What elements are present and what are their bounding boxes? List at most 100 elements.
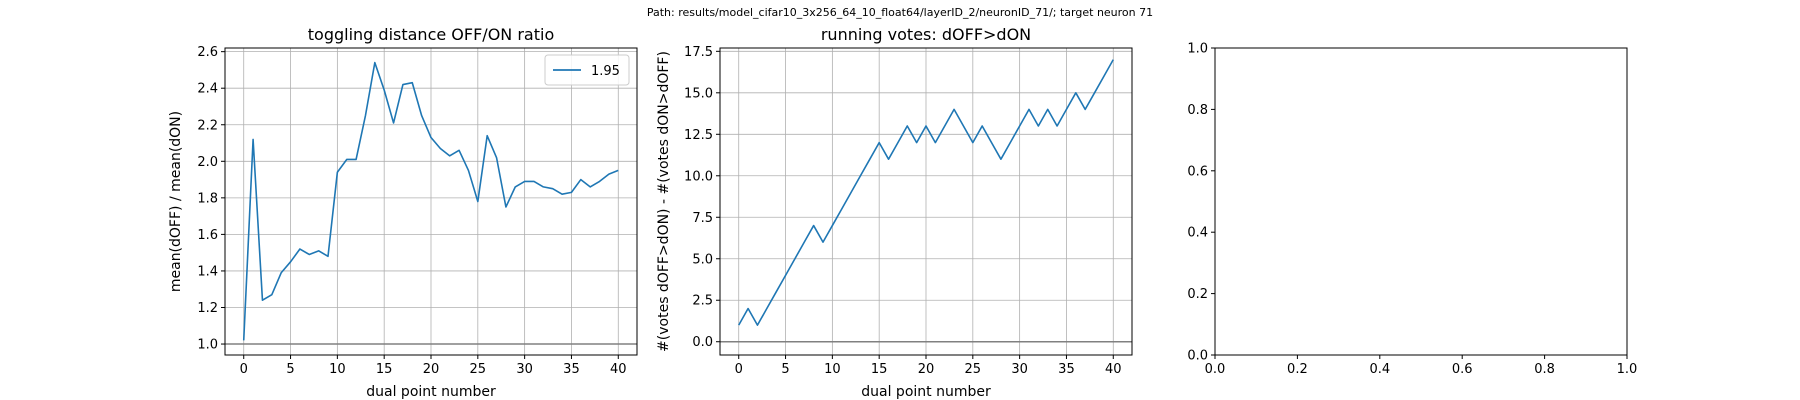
data-point xyxy=(972,141,974,143)
x-axis-label: dual point number xyxy=(861,384,991,400)
data-point xyxy=(1112,58,1114,60)
chart-title: toggling distance OFF/ON ratio xyxy=(308,25,554,44)
y-tick-label: 0.6 xyxy=(1187,164,1208,179)
data-point xyxy=(1000,158,1002,160)
data-point xyxy=(1075,92,1077,94)
data-point xyxy=(944,125,946,127)
data-point xyxy=(552,188,554,190)
x-tick-label: 0.4 xyxy=(1369,362,1390,377)
data-point xyxy=(915,141,917,143)
x-tick-label: 0.8 xyxy=(1534,362,1555,377)
x-tick-label: 10 xyxy=(329,362,346,377)
data-point xyxy=(897,141,899,143)
data-point xyxy=(420,114,422,116)
data-point xyxy=(756,324,758,326)
data-point xyxy=(925,125,927,127)
data-point xyxy=(542,186,544,188)
x-tick-label: 10 xyxy=(824,362,841,377)
data-point xyxy=(271,293,273,295)
x-tick-label: 30 xyxy=(1011,362,1028,377)
data-point xyxy=(243,339,245,341)
data-point xyxy=(747,307,749,309)
y-tick-label: 1.0 xyxy=(197,338,218,353)
data-point xyxy=(495,156,497,158)
data-point xyxy=(570,191,572,193)
x-tick-label: 0 xyxy=(240,362,248,377)
data-point xyxy=(831,224,833,226)
x-tick-label: 35 xyxy=(1058,362,1075,377)
x-tick-label: 15 xyxy=(376,362,393,377)
data-point xyxy=(775,291,777,293)
data-point xyxy=(327,255,329,257)
legend-label: 1.95 xyxy=(591,64,620,79)
data-point xyxy=(533,180,535,182)
data-point xyxy=(887,158,889,160)
y-tick-label: 5.0 xyxy=(692,252,713,267)
y-tick-label: 0.4 xyxy=(1187,226,1208,241)
y-tick-label: 0.0 xyxy=(1187,349,1208,364)
data-point xyxy=(981,125,983,127)
series-line-1 xyxy=(242,61,619,341)
data-point xyxy=(486,135,488,137)
data-point xyxy=(458,149,460,151)
data-point xyxy=(477,200,479,202)
data-point xyxy=(1047,108,1049,110)
x-tick-label: 5 xyxy=(286,362,294,377)
legend-box xyxy=(544,54,630,86)
data-point xyxy=(1018,125,1020,127)
data-point xyxy=(261,299,263,301)
data-point xyxy=(990,141,992,143)
y-tick-label: 1.8 xyxy=(197,191,218,206)
data-point xyxy=(1103,75,1105,77)
data-point xyxy=(812,224,814,226)
data-point xyxy=(402,83,404,85)
data-point xyxy=(449,155,451,157)
y-tick-label: 2.0 xyxy=(197,155,218,170)
x-tick-label: 30 xyxy=(516,362,533,377)
data-point xyxy=(289,261,291,263)
y-tick-label: 0.2 xyxy=(1187,287,1208,302)
data-point xyxy=(1009,141,1011,143)
data-point xyxy=(953,108,955,110)
x-tick-label: 0 xyxy=(735,362,743,377)
y-tick-label: 1.2 xyxy=(197,301,218,316)
y-tick-label: 2.6 xyxy=(197,45,218,60)
data-point xyxy=(280,272,282,274)
data-point xyxy=(430,136,432,138)
y-tick-label: 1.6 xyxy=(197,228,218,243)
data-point xyxy=(794,258,796,260)
x-tick-label: 20 xyxy=(918,362,935,377)
chart-panel-2: 0 5 10 15 20 25 30 35 40 0.0 2.5 5.0 7.5 10.0 12.5 15.0… xyxy=(656,25,1133,400)
data-point xyxy=(467,169,469,171)
y-tick-label: 12.5 xyxy=(684,128,713,143)
x-tick-label: 40 xyxy=(610,362,627,377)
data-point xyxy=(738,324,740,326)
data-point xyxy=(580,178,582,180)
chart-panel-1: 0 5 10 15 20 25 30 35 40 1.0 1.2 1.4 1.6 1.8 2.0 2.2 2.4… xyxy=(168,25,638,400)
data-point xyxy=(355,158,357,160)
legend: 1.95 xyxy=(544,54,630,86)
data-point xyxy=(374,61,376,63)
data-point xyxy=(1056,125,1058,127)
data-point xyxy=(859,175,861,177)
data-point xyxy=(869,158,871,160)
x-tick-label: 5 xyxy=(781,362,789,377)
data-point xyxy=(364,114,366,116)
figure-suptitle: Path: results/model_cifar10_3x256_64_10_… xyxy=(647,6,1153,19)
data-point xyxy=(514,186,516,188)
data-point xyxy=(1084,108,1086,110)
series-line-1 xyxy=(738,59,1114,326)
y-tick-label: 0.8 xyxy=(1187,103,1208,118)
y-tick-label: 2.4 xyxy=(197,82,218,97)
x-tick-label: 0.0 xyxy=(1205,362,1226,377)
data-point xyxy=(439,147,441,149)
y-tick-label: 15.0 xyxy=(684,86,713,101)
data-point xyxy=(878,141,880,143)
data-point xyxy=(392,122,394,124)
y-tick-label: 10.0 xyxy=(684,169,713,184)
data-point xyxy=(1093,92,1095,94)
data-point xyxy=(561,193,563,195)
data-point xyxy=(1065,108,1067,110)
data-point xyxy=(523,180,525,182)
x-tick-label: 25 xyxy=(965,362,982,377)
